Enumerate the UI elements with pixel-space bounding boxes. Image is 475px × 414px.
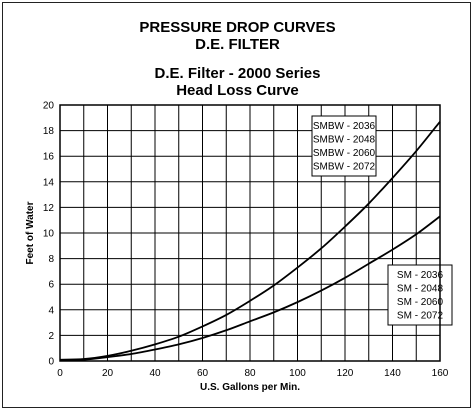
- legend-entry: SMBW - 2060: [313, 148, 376, 159]
- x-tick-label: 80: [244, 368, 256, 379]
- x-tick-label: 140: [384, 368, 401, 379]
- y-tick-label: 2: [48, 331, 54, 342]
- x-axis-label: U.S. Gallons per Min.: [200, 382, 300, 393]
- legend-entry: SMBW - 2036: [313, 121, 376, 132]
- y-tick-label: 0: [48, 357, 54, 368]
- chart-title-2: D.E. Filter - 2000 Series: [154, 65, 321, 82]
- legend-entry: SMBW - 2048: [313, 135, 376, 146]
- plot-border: [59, 104, 441, 362]
- y-tick-label: 14: [43, 177, 55, 188]
- y-tick-label: 10: [43, 229, 55, 240]
- x-tick-label: 100: [289, 368, 306, 379]
- legend-entry: SM - 2060: [397, 297, 444, 308]
- x-tick-label: 40: [149, 368, 161, 379]
- y-tick-label: 6: [48, 280, 54, 291]
- chart-title: PRESSURE DROP CURVES: [139, 19, 336, 36]
- chart-subtitle: D.E. FILTER: [195, 36, 280, 53]
- legend-entry: SMBW - 2072: [313, 162, 376, 173]
- x-tick-label: 20: [102, 368, 114, 379]
- x-tick-label: 160: [432, 368, 449, 379]
- y-tick-label: 18: [43, 126, 55, 137]
- series-line-sm: [59, 215, 441, 362]
- grid-lines: [59, 104, 441, 362]
- series-line-smbw: [59, 121, 441, 361]
- legend-entry: SM - 2036: [397, 270, 444, 281]
- y-tick-label: 8: [48, 254, 54, 265]
- curves: [59, 121, 441, 362]
- y-tick-label: 20: [43, 101, 55, 112]
- legend-sm: SM - 2036 SM - 2048 SM - 2060 SM - 2072: [387, 264, 453, 326]
- x-tick-label: 0: [57, 368, 63, 379]
- x-tick-label: 120: [337, 368, 354, 379]
- legend-smbw: SMBW - 2036 SMBW - 2048 SMBW - 2060 SMBW - …: [311, 115, 377, 177]
- y-tick-label: 4: [48, 305, 54, 316]
- y-tick-label: 16: [43, 152, 55, 163]
- y-axis-label: Feet of Water: [25, 201, 36, 264]
- legend-entry: SM - 2048: [397, 284, 444, 295]
- x-tick-label: 60: [197, 368, 209, 379]
- tick-labels: 0 20 40 60 80 100 120 140 160 0 2 4 6 8 10 12 14 16 18 20: [43, 101, 449, 380]
- y-tick-label: 12: [43, 203, 55, 214]
- legend-box: [387, 264, 453, 326]
- legend-box: [311, 115, 377, 177]
- chart-subtitle-2: Head Loss Curve: [176, 82, 299, 99]
- legend-entry: SM - 2072: [397, 311, 444, 322]
- legends: SMBW - 2036 SMBW - 2048 SMBW - 2060 SMBW - …: [311, 115, 453, 326]
